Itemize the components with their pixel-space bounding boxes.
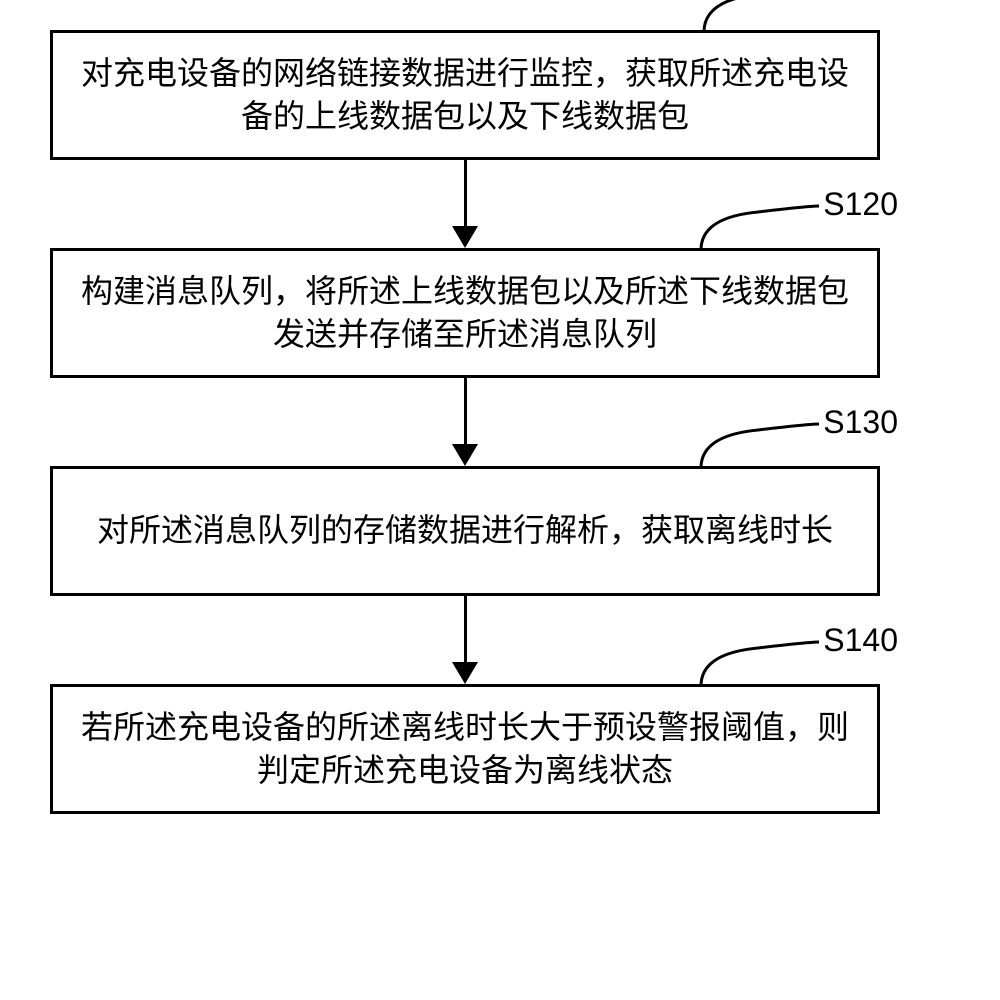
flow-step: 构建消息队列，将所述上线数据包以及所述下线数据包发送并存储至所述消息队列S120 bbox=[50, 248, 880, 378]
arrow-line bbox=[464, 160, 467, 226]
flowchart-container: 对充电设备的网络链接数据进行监控，获取所述充电设备的上线数据包以及下线数据包S1… bbox=[50, 30, 880, 814]
step-label-connector: S110 bbox=[702, 0, 898, 32]
flow-step-box: 对所述消息队列的存储数据进行解析，获取离线时长 bbox=[50, 466, 880, 596]
step-label-connector: S130 bbox=[699, 420, 898, 468]
flow-step: 对充电设备的网络链接数据进行监控，获取所述充电设备的上线数据包以及下线数据包S1… bbox=[50, 30, 880, 160]
arrow-head-icon bbox=[452, 662, 478, 684]
arrow-line bbox=[464, 378, 467, 444]
flow-step-box: 对充电设备的网络链接数据进行监控，获取所述充电设备的上线数据包以及下线数据包 bbox=[50, 30, 880, 160]
flow-step-box: 若所述充电设备的所述离线时长大于预设警报阈值，则判定所述充电设备为离线状态 bbox=[50, 684, 880, 814]
step-label: S110 bbox=[826, 0, 898, 5]
flow-step-box: 构建消息队列，将所述上线数据包以及所述下线数据包发送并存储至所述消息队列 bbox=[50, 248, 880, 378]
flow-arrow bbox=[452, 596, 478, 684]
flow-step: 对所述消息队列的存储数据进行解析，获取离线时长S130 bbox=[50, 466, 880, 596]
arrow-head-icon bbox=[452, 444, 478, 466]
step-label-connector: S140 bbox=[699, 638, 898, 686]
step-label: S130 bbox=[823, 404, 898, 441]
step-label: S120 bbox=[823, 186, 898, 223]
flow-step: 若所述充电设备的所述离线时长大于预设警报阈值，则判定所述充电设备为离线状态S14… bbox=[50, 684, 880, 814]
arrow-line bbox=[464, 596, 467, 662]
flow-arrow bbox=[452, 378, 478, 466]
arrow-head-icon bbox=[452, 226, 478, 248]
step-label: S140 bbox=[823, 622, 898, 659]
flow-arrow bbox=[452, 160, 478, 248]
step-label-connector: S120 bbox=[699, 202, 898, 250]
